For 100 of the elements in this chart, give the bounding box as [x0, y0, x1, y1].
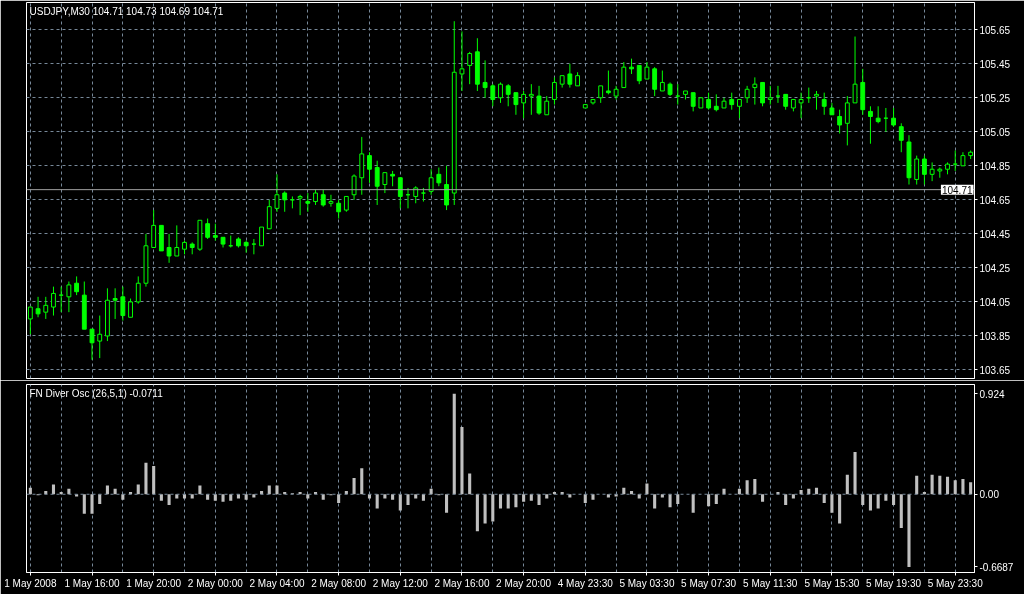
y-tick-label: 104.45: [979, 228, 1011, 240]
bar: [306, 494, 310, 499]
bar: [668, 494, 672, 508]
candlestick: [382, 172, 388, 194]
candlestick: [544, 95, 550, 116]
candlestick: [821, 92, 827, 116]
candlestick: [43, 296, 49, 320]
bar: [136, 484, 140, 495]
bar: [175, 494, 179, 499]
bar: [930, 474, 934, 495]
bar: [406, 494, 410, 506]
x-tick-label: 5 May 15:30: [804, 577, 860, 589]
candlestick: [498, 81, 503, 104]
candlestick: [737, 98, 742, 119]
x-tick-label: 1 May 2008: [4, 577, 57, 589]
bar: [98, 494, 102, 505]
bar: [745, 480, 749, 495]
bar: [144, 462, 148, 495]
x-tick-label: 1 May 20:00: [126, 577, 182, 589]
bar: [460, 426, 464, 495]
chart-title: FN Diver Osc (26,5,1) -0.0711: [29, 387, 164, 399]
bar: [28, 487, 32, 495]
candlestick: [51, 286, 56, 317]
chart-title: USDJPY,M30 104.71 104.73 104.69 104.71: [29, 5, 224, 17]
bar: [529, 494, 533, 501]
candlestick: [251, 238, 257, 255]
y-tick-label: 103.85: [979, 330, 1011, 342]
bar: [868, 494, 872, 511]
bar: [676, 494, 680, 505]
candlestick: [135, 275, 141, 305]
candlestick: [552, 76, 557, 106]
candlestick: [490, 83, 496, 107]
bar: [229, 494, 233, 501]
candlestick: [367, 151, 372, 184]
candlestick: [336, 199, 342, 220]
y-tick-label: 0.924: [979, 388, 1005, 400]
bar: [51, 484, 56, 495]
candlestick: [74, 275, 80, 296]
bar: [452, 393, 456, 495]
x-tick-label: 5 May 23:30: [927, 577, 984, 589]
bar: [244, 494, 248, 500]
bar: [876, 494, 880, 509]
bar: [660, 494, 664, 498]
bar: [653, 494, 657, 509]
candlestick: [151, 209, 157, 248]
bar: [252, 494, 256, 498]
y-tick-label: 104.25: [979, 262, 1011, 274]
candlestick: [898, 122, 904, 153]
candlestick: [760, 81, 765, 107]
candlestick: [351, 173, 357, 201]
candlestick: [259, 226, 264, 247]
bar: [953, 480, 957, 495]
bar: [82, 494, 86, 514]
candlestick: [814, 90, 819, 111]
candlestick: [513, 92, 519, 116]
candlestick: [605, 70, 611, 95]
candlestick: [467, 51, 473, 85]
candlestick: [274, 173, 280, 213]
candlestick: [914, 155, 920, 186]
candlestick: [567, 63, 573, 89]
bar: [190, 494, 194, 499]
bar: [722, 488, 726, 495]
bar: [707, 494, 711, 507]
candlestick: [775, 85, 781, 104]
candlestick: [767, 85, 773, 106]
x-tick-label: 4 May 23:30: [557, 577, 614, 589]
candlestick: [297, 194, 303, 216]
y-tick-label: 105.25: [979, 92, 1011, 104]
bar: [383, 494, 387, 499]
candlestick: [659, 70, 665, 92]
candlestick: [328, 194, 334, 208]
candlestick: [35, 296, 41, 318]
bar: [221, 494, 225, 502]
bar: [545, 494, 549, 499]
y-tick-label: -0.6687: [979, 561, 1014, 573]
bar: [945, 476, 950, 495]
bar: [360, 468, 364, 495]
y-tick-label: 105.05: [979, 126, 1011, 138]
x-tick-label: 5 May 03:30: [619, 577, 675, 589]
bar: [691, 494, 695, 513]
bar: [152, 466, 156, 495]
x-tick-label: 2 May 16:00: [434, 577, 490, 589]
bar: [398, 494, 402, 511]
bar: [830, 494, 834, 513]
bar: [714, 494, 718, 505]
candlestick: [58, 286, 64, 313]
candlestick: [844, 95, 850, 146]
candlestick: [921, 155, 927, 186]
candlestick: [305, 192, 311, 213]
bar: [845, 474, 849, 495]
candlestick: [128, 298, 133, 318]
candlestick: [536, 85, 542, 116]
bar: [375, 494, 379, 509]
candlestick: [891, 107, 896, 128]
candlestick: [397, 177, 403, 209]
candlestick: [837, 109, 843, 134]
bar: [784, 494, 788, 506]
bar: [915, 475, 919, 495]
x-tick-label: 5 May 19:30: [866, 577, 922, 589]
x-tick-label: 1 May 16:00: [64, 577, 120, 589]
